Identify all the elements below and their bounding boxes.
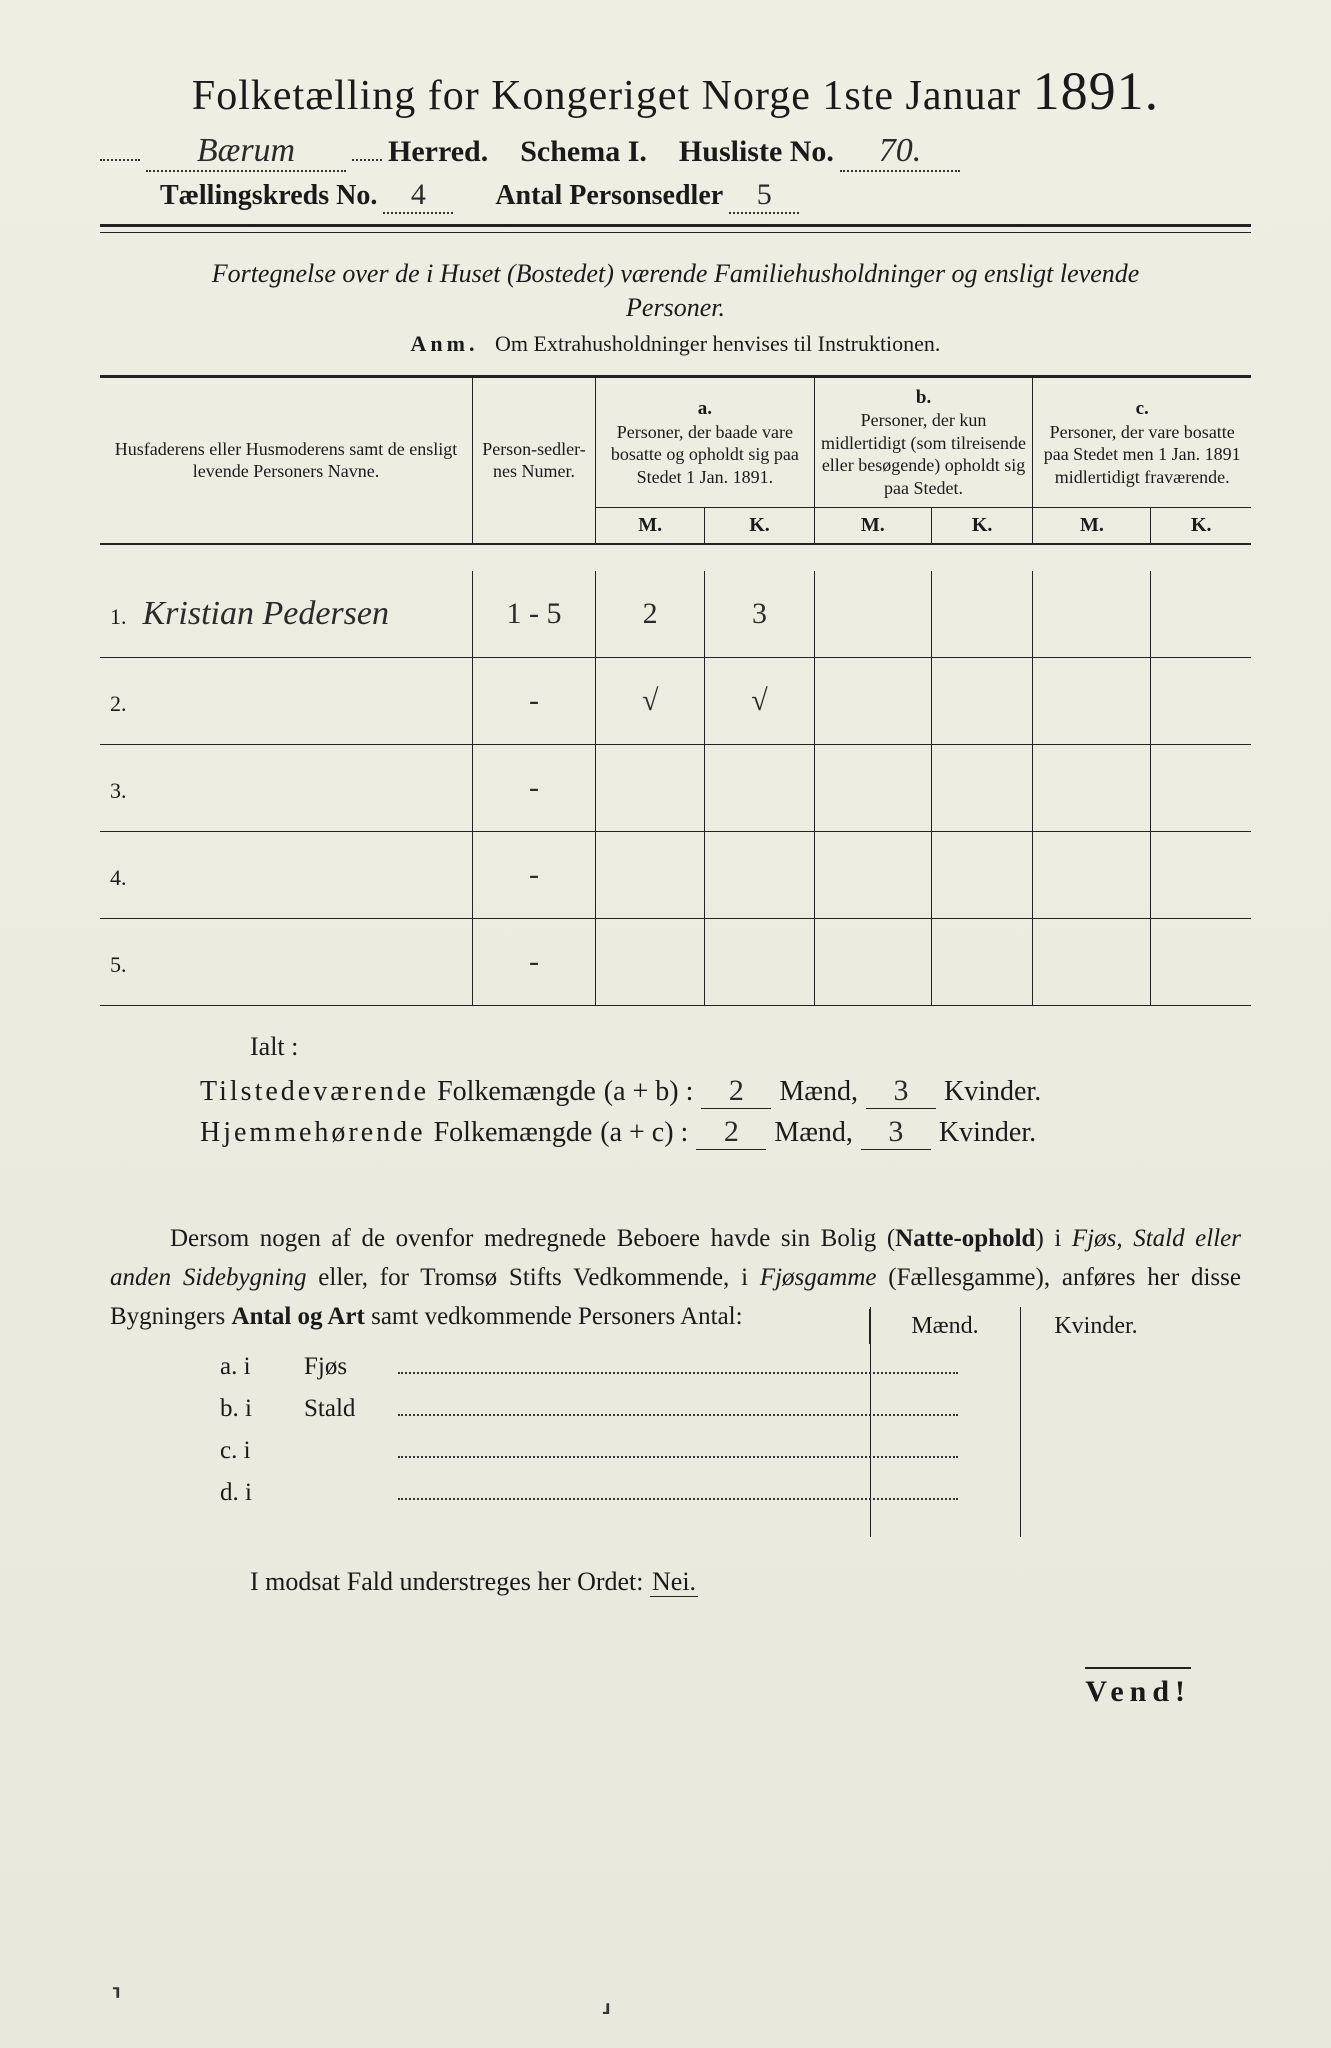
tilstede-label: Tilstedeværende [200, 1076, 429, 1108]
herred-handwritten: Bærum [146, 132, 346, 172]
abcd-rows: a. iFjøs b. iStald c. i d. i [220, 1347, 1251, 1507]
page-title: Folketælling for Kongeriget Norge 1ste J… [100, 60, 1251, 122]
title-text: Folketælling for Kongeriget Norge 1ste J… [192, 73, 1021, 119]
hjemme-k: 3 [861, 1115, 931, 1150]
tilstede-line: Tilstedeværende Folkemængde (a + b) : 2 … [200, 1074, 1251, 1109]
folk-label-1: Folkemængde [437, 1076, 596, 1108]
vend-label: Vend! [1085, 1667, 1191, 1709]
hjemme-line: Hjemmehørende Folkemængde (a + c) : 2 Mæ… [200, 1115, 1251, 1150]
col-c: c. Personer, der vare bosatte paa Stedet… [1033, 376, 1251, 508]
table-row: 5. - [100, 919, 1251, 1006]
herred-label: Herred. [388, 135, 488, 169]
divider-top [100, 224, 1251, 233]
table-row: 4. - [100, 832, 1251, 919]
ialt-label: Ialt : [250, 1032, 1251, 1062]
col-c-m: M. [1033, 508, 1151, 545]
antal-handwritten: 5 [729, 178, 799, 214]
mk-subtable: Mænd. Kvinder. a. iFjøsb. iStaldc. id. i [100, 1347, 1251, 1507]
col-b-m: M. [814, 508, 931, 545]
husliste-handwritten: 70. [840, 132, 960, 172]
col-name: Husfaderens eller Husmoderens samt de en… [100, 376, 473, 544]
antal-label: Antal Personsedler [495, 180, 723, 212]
abcd-row: d. i [220, 1473, 1251, 1507]
title-year: 1891. [1033, 61, 1160, 121]
ab-label: (a + b) : [604, 1076, 694, 1108]
col-c-k: K. [1151, 508, 1251, 545]
fortegnelse-text: Fortegnelse over de i Huset (Bostedet) v… [180, 257, 1171, 325]
mk-kvinder: Kvinder. [1020, 1309, 1171, 1344]
maend-label-2: Mænd, [774, 1117, 853, 1149]
kreds-handwritten: 4 [383, 178, 453, 214]
nei-word: Nei. [650, 1567, 698, 1597]
col-b: b. Personer, der kun midlertidigt (som t… [814, 376, 1033, 508]
table-row: 2. -√√ [100, 658, 1251, 745]
hjemme-m: 2 [696, 1115, 766, 1150]
schema-label: Schema I. [520, 135, 647, 169]
corner-mark-left: ⸣ [110, 1983, 122, 2018]
anm-label: Anm. [411, 331, 479, 356]
col-numer: Person-sedler-nes Numer. [473, 376, 596, 544]
kreds-label: Tællingskreds No. [160, 180, 377, 212]
table-row: 1. Kristian Pedersen1 - 523 [100, 571, 1251, 658]
modsat-line: I modsat Fald understreges her Ordet: Ne… [250, 1567, 1251, 1597]
table-row: 3. - [100, 745, 1251, 832]
kvinder-label-1: Kvinder. [944, 1076, 1041, 1108]
tilstede-m: 2 [701, 1074, 771, 1109]
tilstede-k: 3 [866, 1074, 936, 1109]
header-line-2: Tællingskreds No. 4 Antal Personsedler 5 [160, 178, 1251, 214]
folk-label-2: Folkemængde [434, 1117, 593, 1149]
household-table: Husfaderens eller Husmoderens samt de en… [100, 375, 1251, 1007]
abcd-row: a. iFjøs [220, 1347, 1251, 1381]
corner-mark-mid: ⸥ [600, 1983, 612, 2018]
maend-label-1: Mænd, [779, 1076, 858, 1108]
abcd-row: c. i [220, 1431, 1251, 1465]
hjemme-label: Hjemmehørende [200, 1117, 426, 1149]
census-form-page: Folketælling for Kongeriget Norge 1ste J… [0, 0, 1331, 2048]
col-b-k: K. [931, 508, 1033, 545]
dersom-section: Dersom nogen af de ovenfor medregnede Be… [100, 1220, 1251, 1506]
header-line-1: Bærum Herred. Schema I. Husliste No. 70. [100, 132, 1251, 172]
mk-maend: Mænd. [869, 1309, 1020, 1344]
anm-text: Om Extrahusholdninger henvises til Instr… [495, 331, 940, 356]
abcd-row: b. iStald [220, 1389, 1251, 1423]
col-a-k: K. [705, 508, 814, 545]
anm-line: Anm. Om Extrahusholdninger henvises til … [100, 331, 1251, 357]
col-a: a. Personer, der baade vare bosatte og o… [596, 376, 815, 508]
husliste-label: Husliste No. [679, 135, 834, 169]
ac-label: (a + c) : [600, 1117, 688, 1149]
kvinder-label-2: Kvinder. [939, 1117, 1036, 1149]
col-a-m: M. [596, 508, 705, 545]
